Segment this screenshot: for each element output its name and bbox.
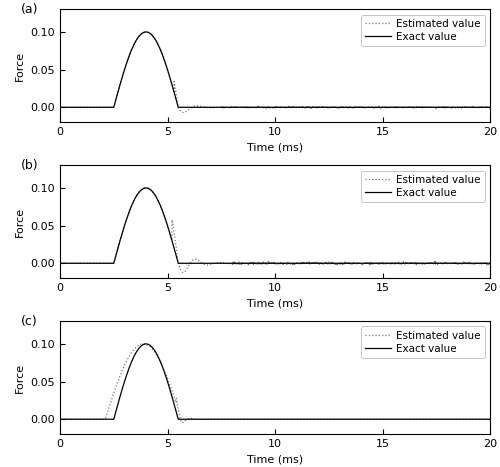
Line: Estimated value: Estimated value xyxy=(60,344,490,423)
Line: Estimated value: Estimated value xyxy=(60,32,490,113)
Exact value xyxy=(80,105,86,110)
Exact value xyxy=(80,417,86,422)
Exact value xyxy=(66,417,72,422)
Exact value xyxy=(57,417,63,422)
Exact value xyxy=(316,105,322,110)
Estimated value xyxy=(96,417,102,422)
Exact value xyxy=(96,105,102,110)
Estimated value xyxy=(57,105,63,110)
Line: Estimated value: Estimated value xyxy=(60,188,490,273)
X-axis label: Time (ms): Time (ms) xyxy=(247,299,303,309)
Estimated value xyxy=(66,417,72,422)
Estimated value xyxy=(140,341,146,347)
Estimated value xyxy=(217,417,223,422)
Estimated value xyxy=(412,105,418,111)
Estimated value xyxy=(487,260,493,266)
X-axis label: Time (ms): Time (ms) xyxy=(247,455,303,465)
Estimated value xyxy=(316,105,322,110)
Exact value xyxy=(316,417,322,422)
Exact value xyxy=(411,261,417,266)
Exact value xyxy=(411,105,417,110)
Exact value xyxy=(487,105,493,110)
Estimated value xyxy=(217,260,223,265)
Estimated value xyxy=(80,261,86,266)
Estimated value xyxy=(180,270,186,276)
Exact value xyxy=(80,261,86,266)
Exact value xyxy=(57,261,63,266)
Estimated value xyxy=(412,417,418,422)
Estimated value xyxy=(80,417,86,422)
Exact value xyxy=(217,105,223,110)
Exact value xyxy=(143,185,149,191)
Estimated value xyxy=(143,29,149,35)
Estimated value xyxy=(217,105,223,110)
Estimated value xyxy=(57,417,63,422)
Legend: Estimated value, Exact value: Estimated value, Exact value xyxy=(360,326,485,358)
Estimated value xyxy=(316,417,322,422)
Exact value xyxy=(57,105,63,110)
Estimated value xyxy=(96,261,102,266)
Exact value xyxy=(316,261,322,266)
Estimated value xyxy=(316,261,322,266)
Exact value xyxy=(66,105,72,110)
Exact value xyxy=(411,417,417,422)
Legend: Estimated value, Exact value: Estimated value, Exact value xyxy=(360,14,485,46)
Y-axis label: Force: Force xyxy=(15,363,25,393)
Line: Exact value: Exact value xyxy=(60,344,490,419)
Estimated value xyxy=(80,105,86,110)
Estimated value xyxy=(487,105,493,110)
Exact value xyxy=(66,261,72,266)
Text: (c): (c) xyxy=(22,314,38,327)
X-axis label: Time (ms): Time (ms) xyxy=(247,143,303,153)
Estimated value xyxy=(96,105,102,110)
Estimated value xyxy=(66,105,72,110)
Exact value xyxy=(487,417,493,422)
Exact value xyxy=(143,29,149,35)
Exact value xyxy=(217,261,223,266)
Line: Exact value: Exact value xyxy=(60,32,490,107)
Estimated value xyxy=(57,261,63,266)
Estimated value xyxy=(66,261,72,266)
Estimated value xyxy=(487,417,493,422)
Exact value xyxy=(143,341,149,347)
Text: (a): (a) xyxy=(22,2,39,15)
Exact value xyxy=(217,417,223,422)
Legend: Estimated value, Exact value: Estimated value, Exact value xyxy=(360,170,485,202)
Y-axis label: Force: Force xyxy=(15,207,25,237)
Estimated value xyxy=(143,185,149,191)
Exact value xyxy=(96,261,102,266)
Text: (b): (b) xyxy=(22,158,39,171)
Exact value xyxy=(96,417,102,422)
Line: Exact value: Exact value xyxy=(60,188,490,263)
Estimated value xyxy=(180,110,186,115)
Estimated value xyxy=(412,260,418,265)
Exact value xyxy=(487,261,493,266)
Y-axis label: Force: Force xyxy=(15,51,25,81)
Estimated value xyxy=(178,420,184,425)
